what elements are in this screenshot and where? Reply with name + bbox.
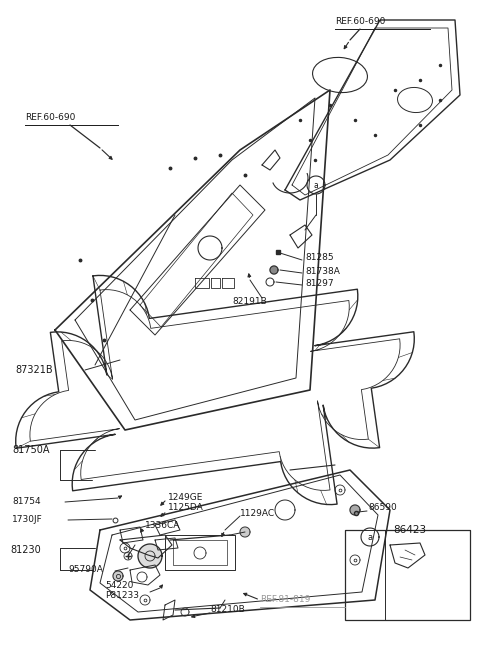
- Text: a: a: [367, 533, 372, 541]
- Text: 1336CA: 1336CA: [145, 520, 180, 529]
- Text: 81210B: 81210B: [210, 605, 245, 615]
- Text: 95790A: 95790A: [68, 565, 103, 575]
- Text: REF.60-690: REF.60-690: [335, 18, 385, 26]
- Text: 87321B: 87321B: [15, 365, 53, 375]
- Polygon shape: [113, 571, 123, 581]
- Text: 81285: 81285: [305, 253, 334, 262]
- Text: 81297: 81297: [305, 279, 334, 289]
- Polygon shape: [361, 528, 379, 546]
- Text: 86590: 86590: [368, 504, 397, 512]
- Text: 54220: 54220: [105, 581, 133, 590]
- Text: 81754: 81754: [12, 497, 41, 506]
- Polygon shape: [275, 500, 295, 520]
- Text: a: a: [313, 180, 318, 190]
- Text: 81750A: 81750A: [12, 445, 49, 455]
- Text: 1125DA: 1125DA: [168, 504, 204, 512]
- Text: 1129AC: 1129AC: [240, 508, 275, 518]
- Text: REF.60-690: REF.60-690: [25, 113, 75, 123]
- Polygon shape: [138, 544, 162, 568]
- Polygon shape: [335, 485, 345, 495]
- Polygon shape: [240, 527, 250, 537]
- Text: 81738A: 81738A: [305, 266, 340, 276]
- Polygon shape: [140, 595, 150, 605]
- Text: 81230: 81230: [10, 545, 41, 555]
- Bar: [345, 530, 470, 620]
- Polygon shape: [350, 505, 360, 515]
- Text: 1730JF: 1730JF: [12, 516, 43, 525]
- Text: 82191B: 82191B: [232, 297, 267, 306]
- Polygon shape: [307, 176, 325, 194]
- Text: REF.81-819: REF.81-819: [260, 596, 311, 604]
- Polygon shape: [194, 547, 206, 559]
- Polygon shape: [350, 555, 360, 565]
- Polygon shape: [266, 278, 274, 286]
- Text: 1249GE: 1249GE: [168, 493, 204, 501]
- Text: P81233: P81233: [105, 592, 139, 600]
- Text: 86423: 86423: [393, 525, 426, 535]
- Polygon shape: [120, 543, 130, 553]
- Polygon shape: [270, 266, 278, 274]
- Polygon shape: [124, 552, 132, 560]
